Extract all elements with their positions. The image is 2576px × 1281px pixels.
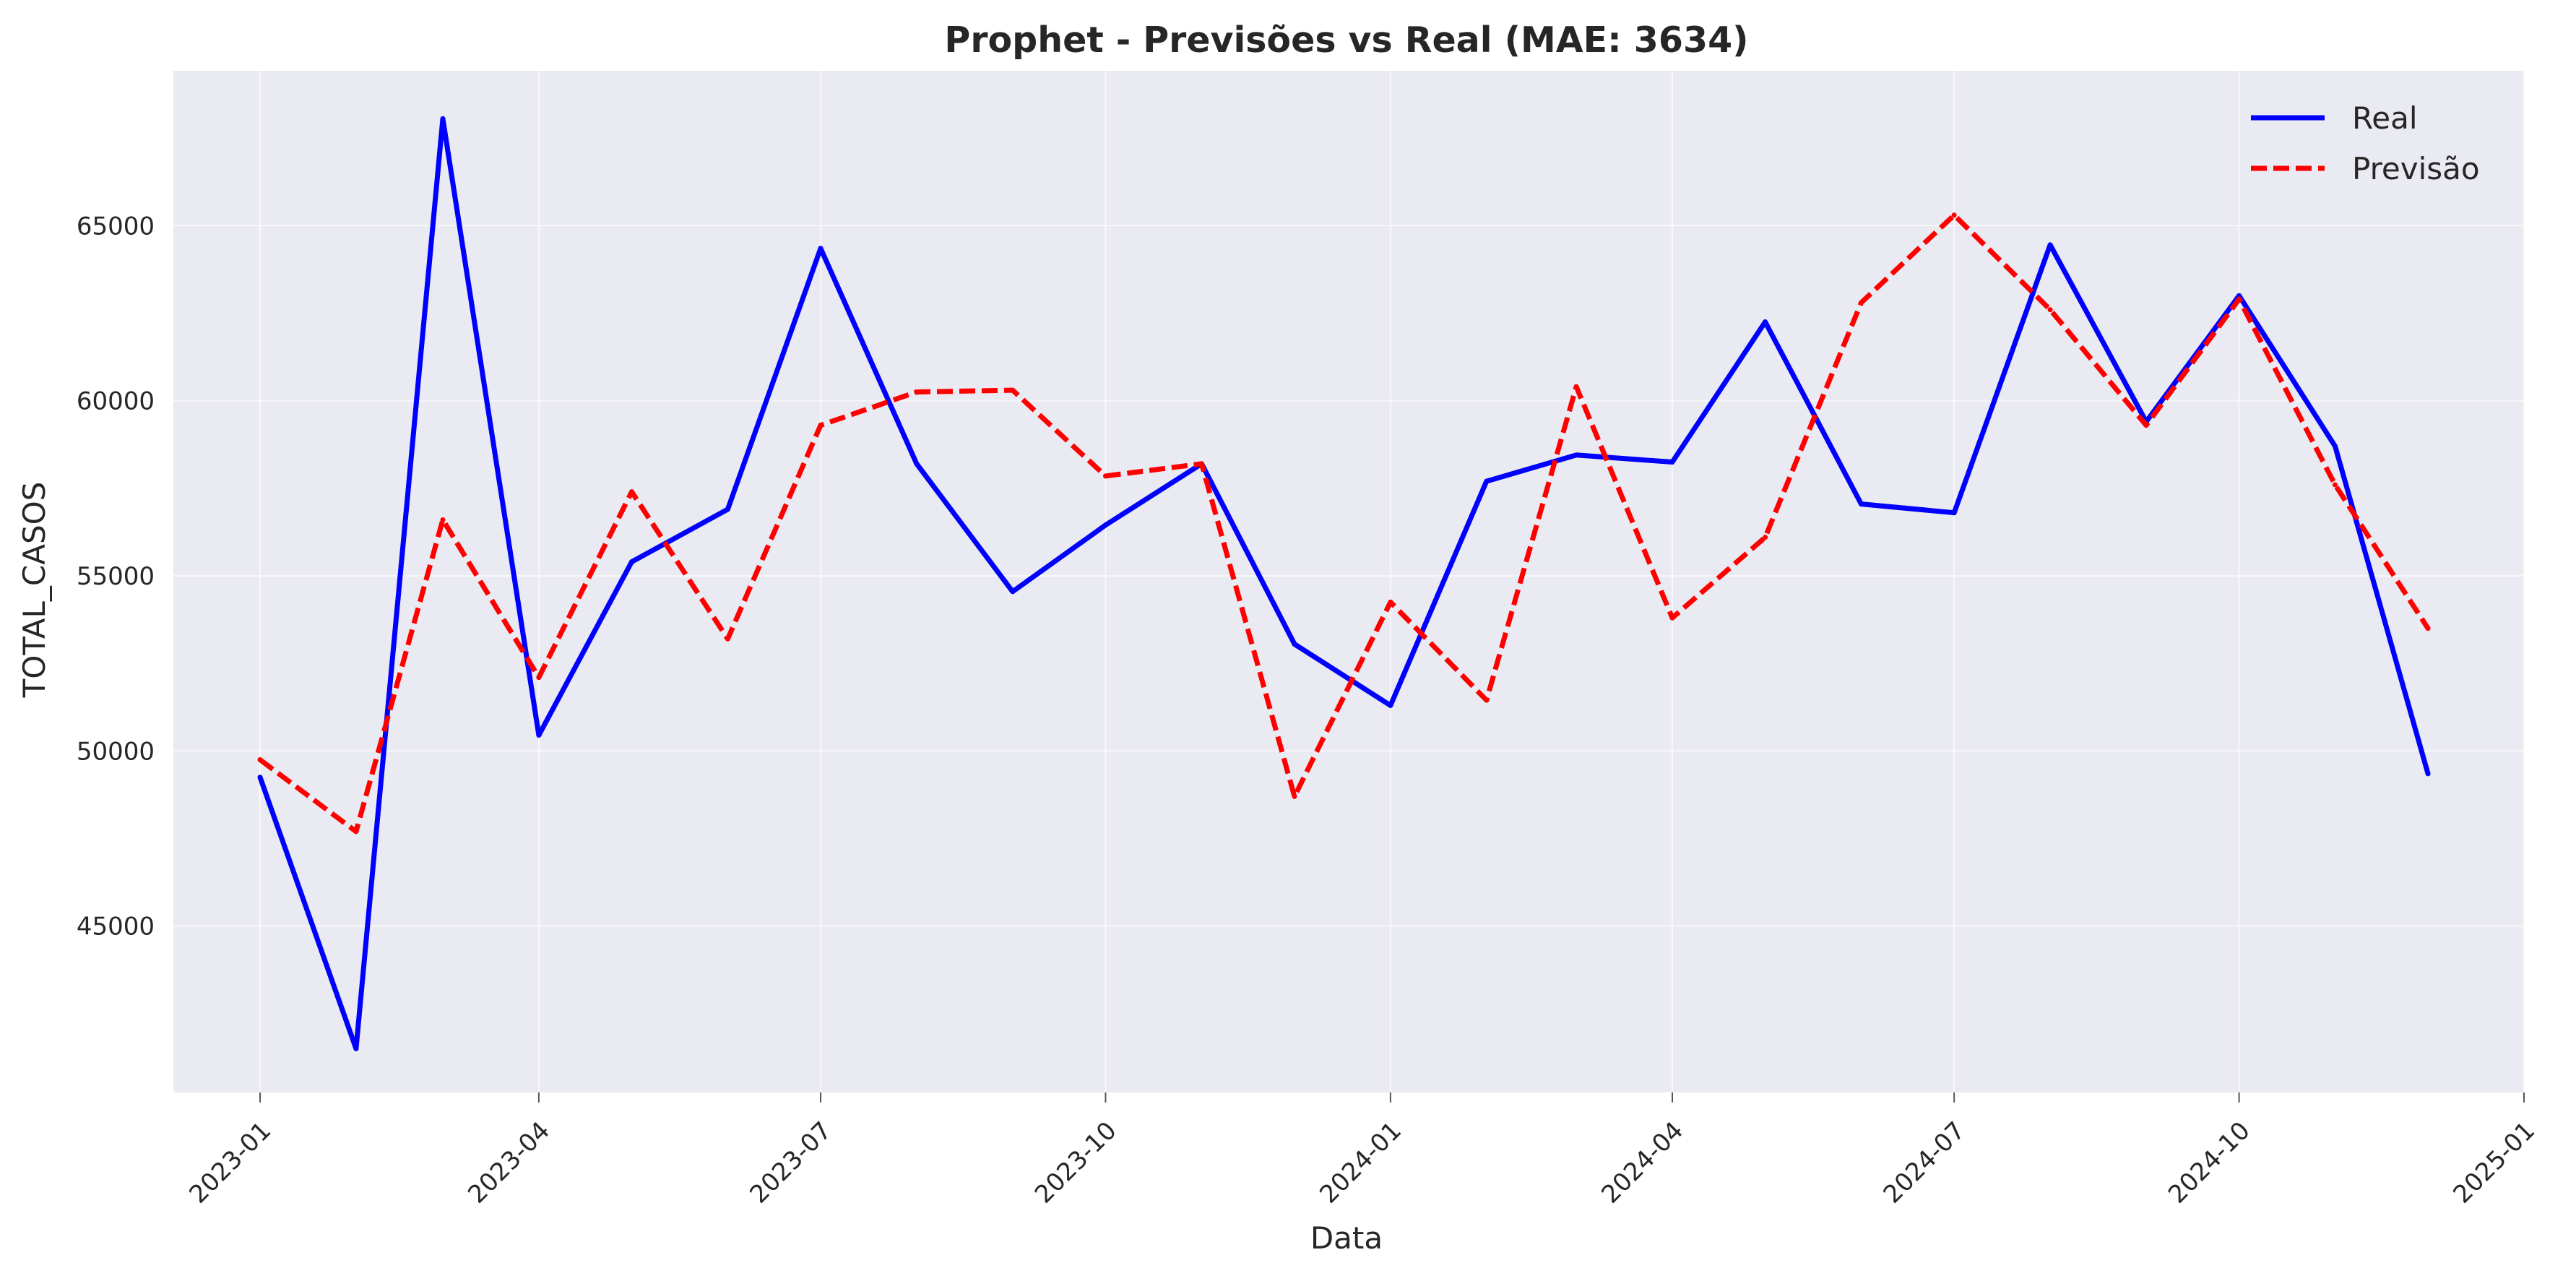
y-tick-label: 60000 <box>77 387 155 416</box>
real-data-point <box>1292 642 1297 647</box>
real-data-point <box>257 775 263 780</box>
chart-title: Prophet - Previsões vs Real (MAE: 3634) <box>944 20 1748 61</box>
real-data-point <box>1573 452 1579 458</box>
previsao-data-point <box>1388 599 1393 605</box>
previsao-data-point <box>1951 212 1957 218</box>
previsao-data-point <box>1198 461 1204 467</box>
series-lines <box>257 116 2431 1051</box>
previsao-data-point <box>1859 300 1864 306</box>
previsao-data-point <box>353 829 359 834</box>
real-data-point <box>440 116 446 121</box>
previsao-data-point <box>725 636 730 642</box>
previsao-data-point <box>1102 473 1108 479</box>
real-data-point <box>1102 522 1108 528</box>
previsao-data-point <box>914 389 920 395</box>
real-data-point <box>2332 444 2338 449</box>
x-axis-label: Data <box>1310 1220 1383 1256</box>
y-tick-label: 50000 <box>77 737 155 766</box>
previsao-data-point <box>2143 423 2149 428</box>
real-data-point <box>1951 510 1957 516</box>
real-data-point <box>818 246 824 251</box>
legend-label-previsao: Previsão <box>2352 151 2480 186</box>
previsao-data-point <box>1573 384 1579 389</box>
real-data-point <box>1484 478 1490 484</box>
y-tick-label: 65000 <box>77 212 155 241</box>
grid-lines <box>173 71 2525 1092</box>
previsao-data-point <box>440 517 446 522</box>
previsao-data-point <box>536 675 542 681</box>
y-tick-label: 45000 <box>77 913 155 941</box>
previsao-data-point <box>2425 626 2431 631</box>
real-data-point <box>1763 319 1768 325</box>
series-line-real <box>257 116 2431 1051</box>
previsao-data-point <box>257 756 263 762</box>
real-data-point <box>1859 501 1864 507</box>
real-data-point <box>2236 293 2242 298</box>
legend-label-real: Real <box>2352 100 2418 136</box>
previsao-data-point <box>2332 482 2338 488</box>
legend: Real Previsão <box>2251 100 2480 186</box>
real-data-point <box>725 506 730 512</box>
real-data-point <box>629 559 635 565</box>
plot-area <box>173 71 2524 1092</box>
previsao-data-point <box>1763 535 1768 540</box>
real-data-point <box>536 733 542 738</box>
y-tick-label: 55000 <box>77 562 155 591</box>
previsao-data-point <box>818 423 824 428</box>
previsao-data-point <box>1484 697 1490 703</box>
real-data-point <box>2425 771 2431 777</box>
y-axis-label: TOTAL_CASOS <box>17 482 52 699</box>
previsao-data-point <box>629 489 635 495</box>
previsao-data-point <box>2047 307 2053 313</box>
real-data-point <box>1669 459 1675 465</box>
real-data-point <box>1010 589 1016 595</box>
previsao-data-point <box>1292 793 1297 799</box>
previsao-data-point <box>1669 615 1675 621</box>
previsao-data-point <box>2236 296 2242 302</box>
real-data-point <box>1388 702 1393 708</box>
real-data-point <box>2047 242 2053 248</box>
real-data-point <box>353 1045 359 1051</box>
previsao-data-point <box>1010 387 1016 393</box>
real-data-point <box>914 461 920 467</box>
series-line-previsao <box>258 212 2431 834</box>
